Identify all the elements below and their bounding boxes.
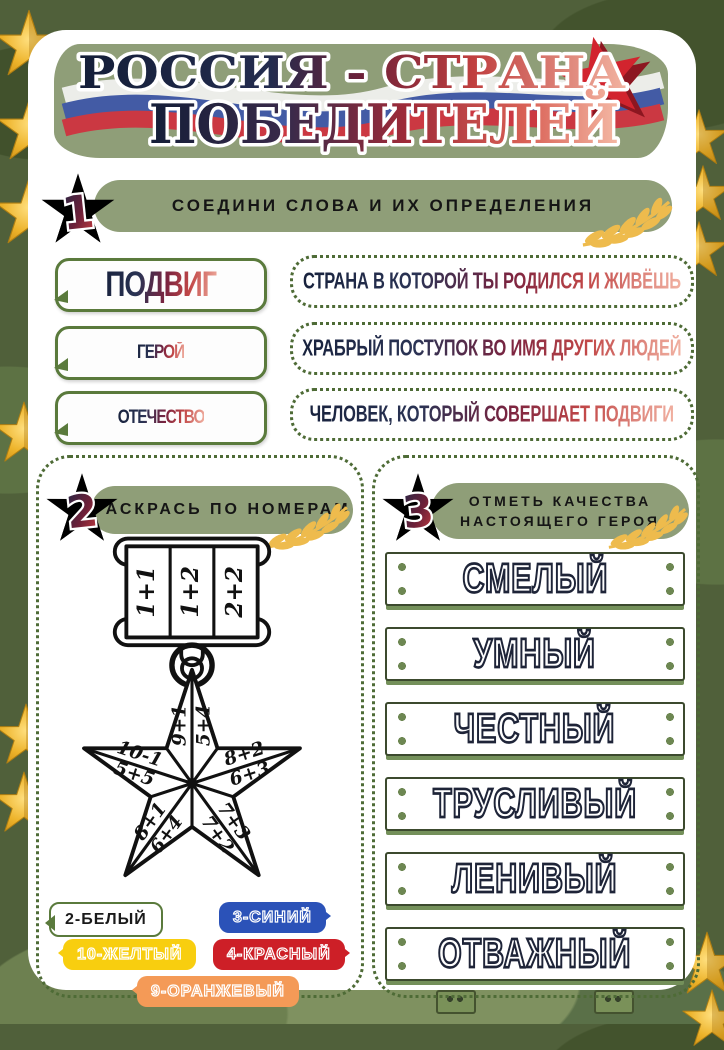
page-title-line1: РОССИЯ - СТРАНА (78, 46, 626, 99)
legend-label: 4-КРАСНЫЙ (226, 945, 331, 963)
qualities-list: СМЕЛЫЙ УМНЫЙ ЧЕСТНЫЙ ТРУСЛИВЫЙ ЛЕНИВЫЙ О… (385, 538, 685, 1014)
gold-star-icon (680, 986, 724, 1050)
red-star-icon (558, 36, 651, 129)
quality-label: СМЕЛЫЙ (461, 554, 608, 603)
section2-heading-pill: РАСКРАСЬ ПО НОМЕРАМ (91, 486, 353, 534)
quality-plank-chestny[interactable]: ЧЕСТНЫЙ (385, 688, 685, 756)
svg-text:2+2: 2+2 (221, 566, 248, 619)
definition-item[interactable]: ЧЕЛОВЕК, КОТОРЫЙ СОВЕРШАЕТ ПОДВИГИ (290, 388, 694, 441)
word-label: ОТЕЧЕСТВО (117, 407, 206, 428)
quality-label: ОТВАЖНЫЙ (437, 929, 632, 978)
legend-label: 2-БЕЛЫЙ (65, 910, 147, 928)
svg-text:5+4: 5+4 (193, 705, 214, 746)
quality-plank-lenivy[interactable]: ЛЕНИВЫЙ (385, 838, 685, 906)
word-label: ПОДВИГ (105, 264, 217, 304)
quality-label: ТРУСЛИВЫЙ (432, 779, 637, 828)
flag-wave-icon (61, 71, 665, 145)
legend-white: 2-БЕЛЫЙ (45, 902, 163, 937)
svg-text:1+2: 1+2 (177, 566, 204, 618)
legend-orange: 9-ОРАНЖЕВЫЙ (132, 976, 299, 1007)
color-legend: 2-БЕЛЫЙ 3-СИНИЙ 10-ЖЕЛТЫЙ 4-КРАСНЫЙ 9-ОР… (39, 902, 361, 1014)
legend-label: 3-СИНИЙ (232, 908, 312, 926)
quality-plank-truslivy[interactable]: ТРУСЛИВЫЙ (385, 763, 685, 831)
section3-star-badge: 3 (377, 468, 459, 542)
svg-text:1: 1 (59, 184, 96, 241)
section2-star-badge: 2 (41, 468, 123, 542)
legend-label: 10-ЖЕЛТЫЙ (76, 945, 183, 963)
section1-heading-pill: СОЕДИНИ СЛОВА И ИХ ОПРЕДЕЛЕНИЯ (94, 180, 672, 232)
quality-plank-otvazhny[interactable]: ОТВАЖНЫЙ (385, 913, 685, 981)
section1-star-badge: 1 (36, 168, 120, 243)
word-label: ГЕРОЙ (137, 342, 185, 363)
svg-text:1+1: 1+1 (133, 566, 160, 618)
medal-coloring-svg[interactable]: 1+1 1+2 2+2 9+1 5+4 (53, 532, 331, 888)
legend-blue: 3-СИНИЙ (219, 902, 331, 933)
svg-text:3: 3 (400, 483, 436, 539)
section3-box: ОТМЕТЬ КАЧЕСТВА НАСТОЯЩЕГО ГЕРОЯ 3 СМЕЛЫ… (372, 455, 700, 1014)
section2-box: РАСКРАСЬ ПО НОМЕРАМ 2 1+1 1+2 2+2 (36, 455, 364, 1007)
legend-red: 4-КРАСНЫЙ (213, 939, 350, 970)
svg-text:2: 2 (64, 483, 100, 539)
definition-item[interactable]: ХРАБРЫЙ ПОСТУПОК ВО ИМЯ ДРУГИХ ЛЮДЕЙ (290, 322, 694, 375)
definition-text: ЧЕЛОВЕК, КОТОРЫЙ СОВЕРШАЕТ ПОДВИГИ (309, 400, 675, 427)
section3-heading-line2: НАСТОЯЩЕГО ГЕРОЯ (460, 513, 660, 529)
quality-plank-smely[interactable]: СМЕЛЫЙ (385, 538, 685, 606)
section1-heading: СОЕДИНИ СЛОВА И ИХ ОПРЕДЕЛЕНИЯ (171, 196, 595, 215)
definition-item[interactable]: СТРАНА В КОТОРОЙ ТЫ РОДИЛСЯ И ЖИВЁШЬ (290, 255, 694, 308)
quality-label: ЧЕСТНЫЙ (453, 704, 616, 753)
definition-text: ХРАБРЫЙ ПОСТУПОК ВО ИМЯ ДРУГИХ ЛЮДЕЙ (302, 334, 682, 361)
title-banner: РОССИЯ - СТРАНА ПОБЕДИТЕЛЕЙ (54, 36, 668, 160)
legend-yellow: 10-ЖЕЛТЫЙ (57, 939, 197, 970)
word-item-otechestvo[interactable]: ОТЕЧЕСТВО (54, 391, 267, 445)
legend-label: 9-ОРАНЖЕВЫЙ (150, 982, 285, 1000)
word-item-geroy[interactable]: ГЕРОЙ (54, 326, 267, 380)
worksheet-page: РОССИЯ - СТРАНА ПОБЕДИТЕЛЕЙ СОЕДИНИ СЛОВ… (28, 30, 700, 1014)
word-item-podvig[interactable]: ПОДВИГ (54, 258, 267, 312)
section2-heading: РАСКРАСЬ ПО НОМЕРАМ (93, 501, 351, 518)
definition-text: СТРАНА В КОТОРОЙ ТЫ РОДИЛСЯ И ЖИВЁШЬ (303, 267, 681, 294)
page-title-line2: ПОБЕДИТЕЛЕЙ (149, 88, 619, 156)
quality-plank-umny[interactable]: УМНЫЙ (385, 613, 685, 681)
quality-label: УМНЫЙ (473, 629, 597, 678)
svg-text:9+1: 9+1 (169, 705, 190, 746)
quality-label: ЛЕНИВЫЙ (451, 854, 618, 903)
section3-heading-pill: ОТМЕТЬ КАЧЕСТВА НАСТОЯЩЕГО ГЕРОЯ (431, 483, 689, 539)
section3-heading-line1: ОТМЕТЬ КАЧЕСТВА (468, 492, 652, 509)
